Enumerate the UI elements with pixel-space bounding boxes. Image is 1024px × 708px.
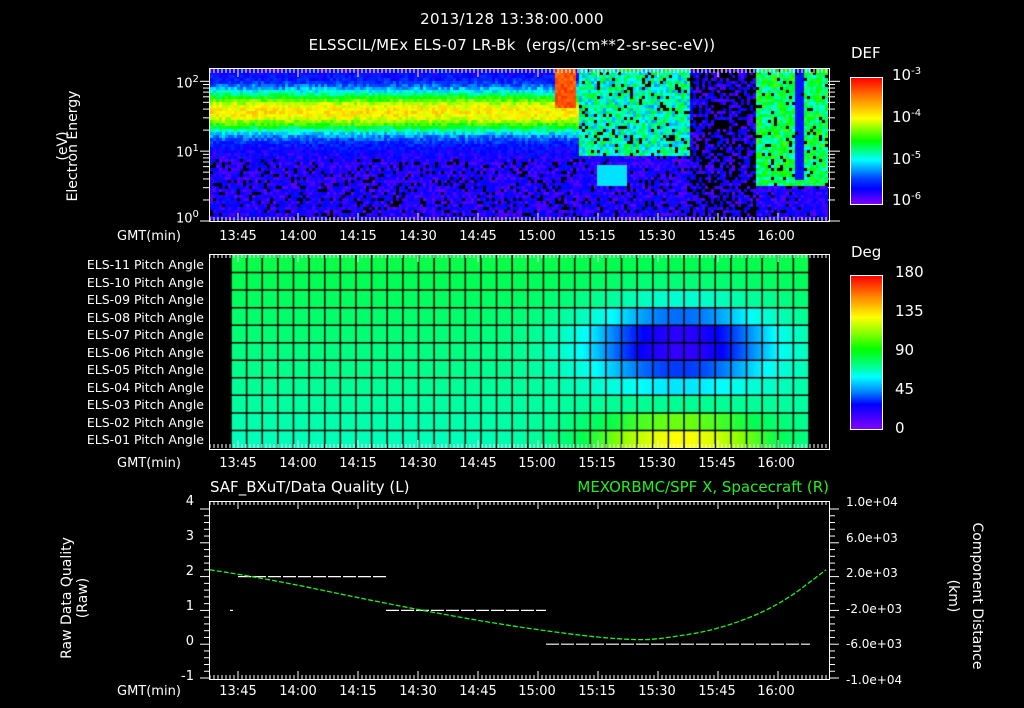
time-tick-label: 14:45 — [459, 456, 497, 471]
def-tick-1e-3: 10-3 — [892, 66, 922, 84]
left-ytick-label: -1 — [181, 669, 194, 684]
right-ytick-label: -6.0e+03 — [846, 637, 903, 651]
spectrogram-plot — [209, 68, 830, 222]
pitch-angle-plot — [209, 254, 830, 450]
time-tick-label: 13:45 — [219, 684, 257, 699]
time-tick-label: 16:00 — [757, 456, 795, 471]
pitch-angle-row-label: ELS-06 Pitch Angle — [86, 344, 204, 360]
time-tick-label: 16:00 — [757, 684, 795, 699]
right-ytick-label: 1.0e+04 — [846, 495, 898, 509]
left-ytick-label: 3 — [185, 529, 194, 544]
time-tick-label: 15:15 — [578, 456, 616, 471]
time-tick-label: 14:00 — [279, 229, 317, 244]
left-ytick-label: 4 — [185, 494, 194, 509]
time-tick-label: 15:00 — [518, 229, 556, 244]
left-ytick-label: 2 — [185, 564, 194, 579]
def-tick-1e-4: 10-4 — [892, 108, 922, 126]
time-tick-label: 14:45 — [459, 684, 497, 699]
time-tick-label: 15:45 — [698, 229, 736, 244]
right-ytick-label: 6.0e+03 — [846, 530, 898, 545]
panel1-ytick-1: 100 — [176, 209, 199, 227]
time-tick-label: 14:15 — [339, 229, 377, 244]
right-ytick-label: -1.0e+04 — [846, 672, 903, 687]
panel3-ylabel-right: Component Distance — [969, 522, 985, 670]
pitch-angle-row-label: ELS-04 Pitch Angle — [86, 379, 204, 395]
time-tick-label: 14:15 — [339, 456, 377, 471]
panel3-yunit-left: (Raw) — [75, 577, 91, 619]
panel3-time-label: GMT(min) — [117, 684, 181, 699]
pitch-angle-row-label: ELS-03 Pitch Angle — [86, 397, 204, 412]
pitch-angle-row-label: ELS-10 Pitch Angle — [86, 274, 204, 290]
panel2-time-label: GMT(min) — [117, 456, 181, 471]
deg-tick-0: 0 — [895, 419, 905, 437]
def-colorbar — [850, 77, 883, 205]
panel1-yunit: (eV) — [55, 131, 71, 161]
def-colorbar-title: DEF — [851, 44, 881, 62]
panel3-right-title: MEXORBMC/SPF X, Spacecraft (R) — [577, 478, 829, 496]
deg-tick-45: 45 — [895, 380, 915, 398]
right-ytick-label: -2.0e+03 — [846, 601, 903, 616]
panel1-time-label: GMT(min) — [117, 229, 181, 244]
panel1-ytick-10: 101 — [176, 143, 199, 161]
time-tick-label: 13:45 — [219, 456, 257, 471]
time-tick-label: 14:00 — [279, 456, 317, 471]
time-tick-label: 15:30 — [638, 456, 676, 471]
time-tick-label: 15:15 — [578, 229, 616, 244]
left-ytick-label: 0 — [185, 634, 194, 649]
pitch-angle-row-label: ELS-09 Pitch Angle — [86, 292, 204, 307]
panel2-axes-ticks — [209, 254, 827, 448]
time-tick-label: 14:45 — [459, 229, 497, 244]
right-ytick-label: 2.0e+03 — [846, 566, 898, 580]
time-tick-label: 15:00 — [518, 456, 556, 471]
deg-colorbar-title: Deg — [851, 243, 882, 261]
time-tick-label: 15:45 — [698, 684, 736, 699]
time-tick-label: 13:45 — [219, 229, 257, 244]
time-tick-label: 14:15 — [339, 684, 377, 699]
time-tick-label: 15:00 — [518, 684, 556, 699]
def-tick-1e-6: 10-6 — [892, 191, 922, 209]
deg-tick-180: 180 — [895, 263, 924, 281]
left-ytick-label: 1 — [185, 599, 194, 614]
panel3-lines — [200, 501, 839, 679]
panel1-axes-ticks — [200, 69, 840, 222]
pitch-angle-row-label: ELS-11 Pitch Angle — [86, 257, 204, 272]
pitch-angle-row-label: ELS-05 Pitch Angle — [86, 362, 204, 377]
time-tick-label: 15:30 — [638, 684, 676, 699]
time-tick-label: 16:00 — [757, 229, 795, 244]
plot-subtitle: ELSSCIL/MEx ELS-07 LR-Bk (ergs/(cm**2-sr… — [308, 36, 716, 54]
plot-timestamp: 2013/128 13:38:00.000 — [420, 10, 604, 28]
panel1-ytick-100: 102 — [176, 74, 199, 92]
pitch-angle-row-label: ELS-01 Pitch Angle — [86, 432, 204, 447]
pitch-angle-row-label: ELS-07 Pitch Angle — [86, 327, 204, 342]
pitch-angle-row-label: ELS-02 Pitch Angle — [86, 414, 204, 430]
panel3-ylabel-left: Raw Data Quality — [59, 537, 75, 659]
time-tick-label: 15:45 — [698, 456, 736, 471]
time-tick-label: 14:30 — [399, 456, 437, 471]
time-tick-label: 15:15 — [578, 684, 616, 699]
time-tick-label: 15:30 — [638, 229, 676, 244]
time-tick-label: 14:00 — [279, 684, 317, 699]
time-tick-label: 14:30 — [399, 684, 437, 699]
pitch-angle-row-label: ELS-08 Pitch Angle — [86, 309, 204, 325]
deg-tick-135: 135 — [895, 302, 924, 320]
deg-tick-90: 90 — [895, 341, 915, 359]
def-tick-1e-5: 10-5 — [892, 150, 922, 168]
panel3-left-title: SAF_BXuT/Data Quality (L) — [210, 478, 410, 496]
panel3-yunit-right: (km) — [945, 579, 961, 613]
deg-colorbar — [850, 275, 883, 430]
time-tick-label: 14:30 — [399, 229, 437, 244]
